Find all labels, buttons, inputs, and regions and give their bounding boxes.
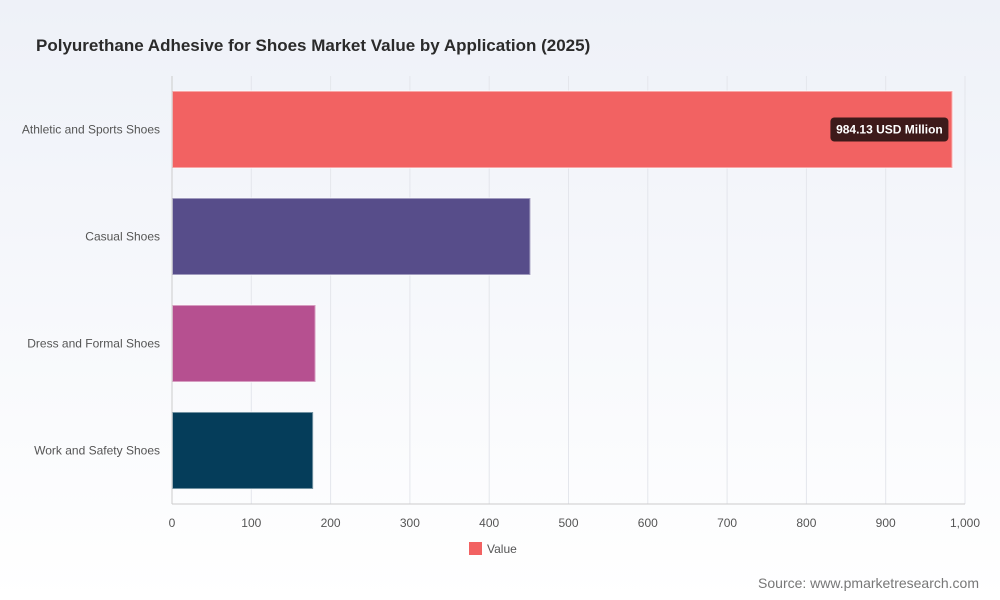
- source-note: Source: www.pmarketresearch.com: [758, 575, 979, 591]
- bars: [171, 89, 954, 491]
- legend: Value: [469, 542, 517, 556]
- axes: [171, 76, 965, 505]
- x-tick-label: 800: [796, 516, 816, 530]
- data-label: 984.13 USD Million: [836, 123, 943, 137]
- x-tick-label: 900: [876, 516, 896, 530]
- x-tick-label: 500: [558, 516, 578, 530]
- x-tick-label: 400: [479, 516, 499, 530]
- x-tick-label: 1,000: [950, 516, 980, 530]
- legend-swatch: [469, 542, 482, 555]
- x-tick-label: 300: [400, 516, 420, 530]
- annotations: 984.13 USD Million: [830, 117, 949, 142]
- x-tick-label: 200: [321, 516, 341, 530]
- category-label: Athletic and Sports Shoes: [22, 123, 160, 137]
- x-tick-label: 700: [717, 516, 737, 530]
- category-labels: Athletic and Sports Shoes Casual Shoes Dre…: [22, 123, 160, 458]
- bar[interactable]: [171, 410, 315, 491]
- bar[interactable]: [171, 303, 317, 384]
- category-label: Casual Shoes: [85, 230, 160, 244]
- chart-title: Polyurethane Adhesive for Shoes Market V…: [36, 36, 591, 55]
- tick-labels: 0 100 200 300 400 500 600 700 800 900 1,000: [169, 516, 981, 530]
- x-tick-label: 600: [638, 516, 658, 530]
- legend-label[interactable]: Value: [487, 542, 517, 556]
- bar[interactable]: [171, 89, 954, 170]
- data-label-box: [830, 117, 949, 142]
- x-tick-label: 100: [241, 516, 261, 530]
- category-label: Dress and Formal Shoes: [27, 337, 160, 351]
- bar[interactable]: [171, 196, 532, 277]
- category-label: Work and Safety Shoes: [34, 444, 160, 458]
- x-tick-label: 0: [169, 516, 176, 530]
